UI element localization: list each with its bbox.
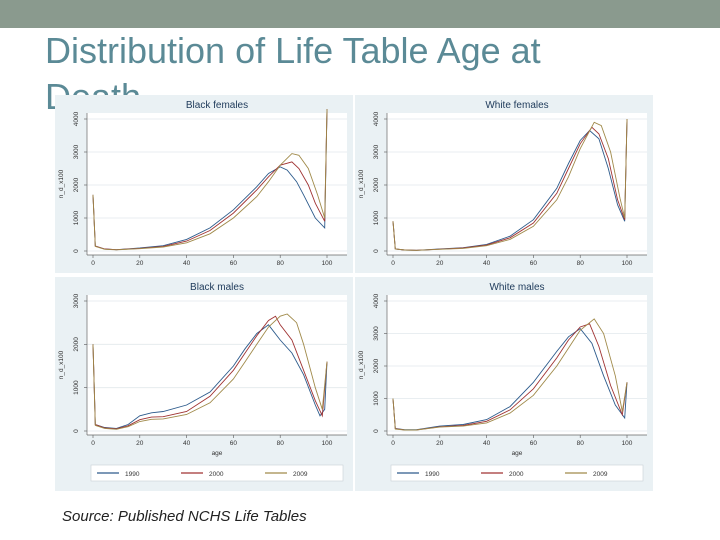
x-tick-label: 80 — [577, 260, 585, 267]
x-tick-label: 20 — [136, 260, 144, 267]
legend-label: 1990 — [125, 471, 140, 478]
y-tick-label: 4000 — [373, 111, 380, 126]
y-tick-label: 3000 — [73, 144, 80, 159]
chart-figure: Black females 0 1000 2000 3000 4000 0 20 40 60 80 1… — [55, 95, 655, 493]
legend-label: 2009 — [593, 471, 608, 478]
series-line-2 — [392, 118, 628, 251]
x-tick-label: 0 — [91, 440, 95, 447]
legend-label: 2009 — [293, 471, 308, 478]
x-tick-label: 100 — [322, 260, 333, 267]
y-tick-label: 1000 — [373, 391, 380, 406]
y-tick-label: 3000 — [373, 326, 380, 341]
x-tick-label: 80 — [277, 440, 285, 447]
x-tick-label: 60 — [230, 440, 238, 447]
x-tick-label: 60 — [530, 440, 538, 447]
panel-black-females: Black females 0 1000 2000 3000 4000 0 20 40 60 80 1… — [55, 95, 353, 273]
top-accent-bar — [0, 0, 720, 28]
y-tick-label: 3000 — [373, 144, 380, 159]
y-tick-label: 4000 — [73, 111, 80, 126]
y-tick-label: 1000 — [73, 380, 80, 395]
x-tick-label: 60 — [530, 260, 538, 267]
series-line-2 — [392, 318, 628, 431]
x-tick-label: 80 — [577, 440, 585, 447]
y-tick-label: 2000 — [73, 337, 80, 352]
y-tick-label: 0 — [73, 429, 80, 433]
y-tick-label: 0 — [373, 429, 380, 433]
x-tick-label: 40 — [183, 440, 191, 447]
y-tick-label: 2000 — [373, 358, 380, 373]
legend-label: 2000 — [509, 471, 524, 478]
panel-title: Black males — [190, 282, 244, 293]
x-tick-label: 100 — [622, 440, 633, 447]
y-axis-label: n_d_x100 — [358, 350, 365, 379]
panel-title: White females — [485, 100, 548, 111]
series-line-0 — [92, 324, 328, 429]
plot-area — [87, 113, 347, 255]
legend: 1990 2000 2009 — [390, 464, 644, 482]
y-axis-label: n_d_x100 — [58, 350, 65, 379]
x-tick-label: 0 — [391, 440, 395, 447]
plot-area — [387, 295, 647, 435]
series-line-2 — [92, 313, 328, 430]
y-tick-label: 3000 — [73, 293, 80, 308]
legend-label: 2000 — [209, 471, 224, 478]
panel-white-males: White males 0 1000 2000 3000 4000 0 20 40 60 80 100… — [355, 277, 653, 491]
x-axis-label: age — [512, 450, 523, 457]
x-tick-label: 40 — [183, 260, 191, 267]
y-tick-label: 2000 — [73, 177, 80, 192]
x-tick-label: 80 — [277, 260, 285, 267]
series-line-1 — [92, 315, 328, 430]
x-tick-label: 0 — [91, 260, 95, 267]
y-tick-label: 0 — [373, 249, 380, 253]
source-note: Source: Published NCHS Life Tables — [62, 508, 307, 525]
y-axis-label: n_d_x100 — [58, 169, 65, 198]
panel-title: White males — [489, 282, 544, 293]
x-tick-label: 60 — [230, 260, 238, 267]
x-tick-label: 40 — [483, 260, 491, 267]
x-tick-label: 20 — [436, 440, 444, 447]
legend-box — [90, 464, 344, 482]
x-tick-label: 100 — [322, 440, 333, 447]
series-line-2 — [92, 109, 328, 251]
x-tick-label: 20 — [136, 440, 144, 447]
x-tick-label: 100 — [622, 260, 633, 267]
legend-box — [390, 464, 644, 482]
y-tick-label: 1000 — [73, 210, 80, 225]
x-tick-label: 0 — [391, 260, 395, 267]
y-tick-label: 1000 — [373, 210, 380, 225]
legend: 1990 2000 2009 — [90, 464, 344, 482]
y-tick-label: 0 — [73, 249, 80, 253]
plot-area — [87, 295, 347, 435]
x-axis-label: age — [212, 450, 223, 457]
x-tick-label: 20 — [436, 260, 444, 267]
y-tick-label: 4000 — [373, 293, 380, 308]
panel-black-males: Black males 0 1000 2000 3000 0 20 40 60 80 100 n_d_… — [55, 277, 353, 491]
panel-white-females: White females 0 1000 2000 3000 4000 0 20 40 60 80 1… — [355, 95, 653, 273]
y-tick-label: 2000 — [373, 177, 380, 192]
legend-label: 1990 — [425, 471, 440, 478]
y-axis-label: n_d_x100 — [358, 169, 365, 198]
panel-title: Black females — [186, 100, 248, 111]
x-tick-label: 40 — [483, 440, 491, 447]
